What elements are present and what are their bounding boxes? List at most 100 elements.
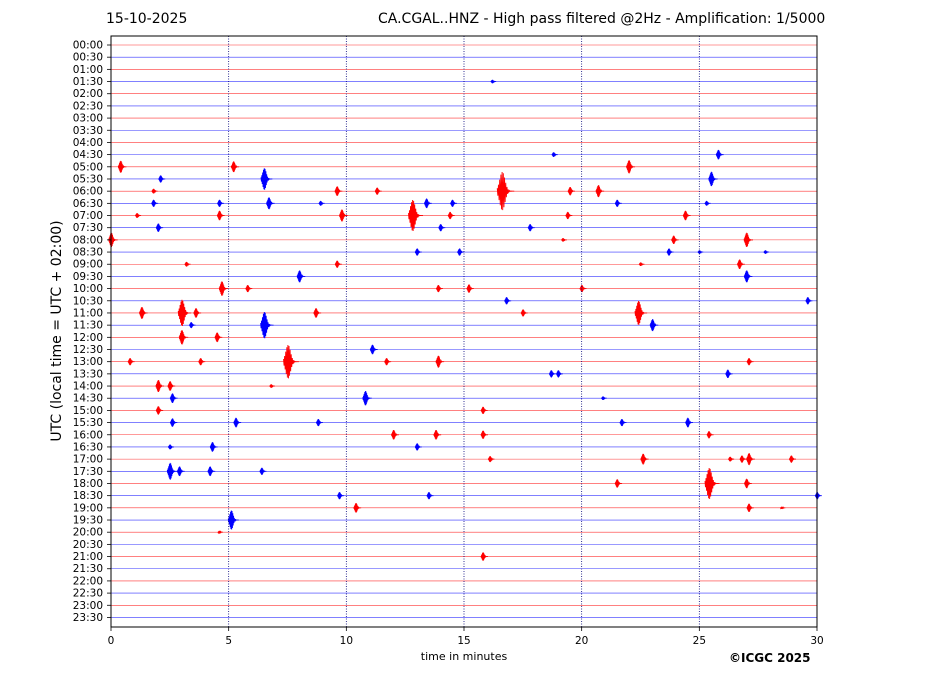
seismic-event <box>214 332 223 343</box>
seismic-event <box>601 396 607 401</box>
seismic-event <box>176 466 185 477</box>
seismic-event <box>108 232 118 248</box>
seismic-event <box>649 319 659 332</box>
seismic-event <box>438 224 446 232</box>
row-tick-label: 11:30 <box>73 320 103 332</box>
seismic-event <box>158 175 166 183</box>
row-tick-labels: 00:0000:3001:0001:3002:0002:3003:0003:30… <box>73 40 111 624</box>
seismic-event <box>725 369 733 379</box>
seismic-event <box>260 311 274 339</box>
seismic-event <box>169 393 178 403</box>
seismic-event <box>805 297 813 305</box>
row-tick-label: 08:00 <box>73 234 103 246</box>
date-label: 15-10-2025 <box>106 11 188 27</box>
x-tick-label: 25 <box>693 635 706 647</box>
seismic-event <box>134 213 142 218</box>
row-tick-label: 19:00 <box>73 502 103 514</box>
seismic-event <box>315 418 323 427</box>
seismic-event <box>614 199 622 207</box>
seismic-event <box>739 455 747 463</box>
seismic-event <box>269 384 275 388</box>
seismic-event <box>595 185 605 198</box>
seismic-event <box>634 301 648 325</box>
seismic-event <box>520 309 528 317</box>
chart-title: CA.CGAL..HNZ - High pass filtered @2Hz -… <box>378 11 826 27</box>
row-tick-label: 04:30 <box>73 149 103 161</box>
seismic-events <box>108 79 822 561</box>
seismic-event <box>450 199 458 207</box>
seismic-event <box>457 248 465 256</box>
seismic-event <box>685 417 693 428</box>
row-tick-label: 18:00 <box>73 478 103 490</box>
seismic-event <box>435 285 443 293</box>
x-tick-label: 0 <box>108 635 115 647</box>
seismic-event <box>334 186 343 196</box>
seismic-event <box>746 453 755 466</box>
seismic-event <box>127 358 135 366</box>
seismic-event <box>259 467 267 475</box>
seismic-event <box>640 453 649 465</box>
seismic-event <box>178 330 189 345</box>
seismic-event <box>638 262 645 267</box>
seismic-event <box>548 370 556 378</box>
seismic-event <box>193 308 202 318</box>
row-tick-label: 14:30 <box>73 393 103 405</box>
row-tick-label: 02:30 <box>73 100 103 112</box>
seismic-event <box>177 299 192 327</box>
seismic-event <box>230 161 240 173</box>
seismic-event <box>666 248 674 256</box>
row-tick-label: 22:00 <box>73 575 103 587</box>
seismic-event <box>490 79 497 84</box>
seismic-event <box>353 503 362 513</box>
seismic-event <box>414 443 422 451</box>
seismic-event <box>155 380 165 392</box>
seismic-event <box>487 456 495 463</box>
seismic-event <box>362 391 372 406</box>
seismic-event <box>619 418 627 427</box>
seismic-event <box>435 355 445 368</box>
seismic-event <box>339 209 348 222</box>
row-tick-label: 19:30 <box>73 515 103 527</box>
seismic-event <box>614 479 623 488</box>
row-tick-label: 23:30 <box>73 612 103 624</box>
seismic-event <box>447 211 455 220</box>
seismic-event <box>167 381 176 391</box>
row-tick-label: 04:00 <box>73 137 103 149</box>
row-tick-label: 21:00 <box>73 551 103 563</box>
row-tick-label: 13:30 <box>73 368 103 380</box>
seismic-event <box>715 149 724 160</box>
seismic-event <box>414 248 422 256</box>
row-tick-label: 17:30 <box>73 466 103 478</box>
y-axis-label: UTC (local time = UTC + 02:00) <box>49 220 65 441</box>
seismic-event <box>565 211 573 220</box>
row-tick-label: 18:30 <box>73 490 103 502</box>
seismic-event <box>704 200 711 206</box>
seismic-event <box>151 188 158 194</box>
seismic-event <box>567 186 575 196</box>
seismic-event <box>184 261 191 267</box>
seismic-event <box>188 322 196 329</box>
seismic-event <box>763 250 770 254</box>
seismic-event <box>139 306 148 319</box>
seismic-event <box>296 270 306 283</box>
seismic-event <box>117 160 127 173</box>
seismic-event <box>167 444 175 450</box>
row-tick-label: 13:00 <box>73 356 103 368</box>
copyright-label: ©ICGC 2025 <box>729 651 811 665</box>
x-tick-labels: 0 5 10 15 20 25 30 <box>108 627 824 647</box>
row-tick-label: 10:30 <box>73 295 103 307</box>
vertical-gridlines <box>228 36 700 627</box>
seismic-event <box>313 308 322 318</box>
row-tick-label: 09:30 <box>73 271 103 283</box>
x-tick-label: 15 <box>457 635 470 647</box>
seismic-event <box>728 456 735 462</box>
row-tick-label: 07:30 <box>73 222 103 234</box>
x-tick-label: 10 <box>340 635 353 647</box>
seismic-event <box>209 442 218 452</box>
seismic-event <box>737 259 745 270</box>
seismic-event <box>527 224 535 232</box>
seismic-event <box>579 285 587 293</box>
seismic-event <box>216 210 225 221</box>
row-tick-label: 15:00 <box>73 405 103 417</box>
